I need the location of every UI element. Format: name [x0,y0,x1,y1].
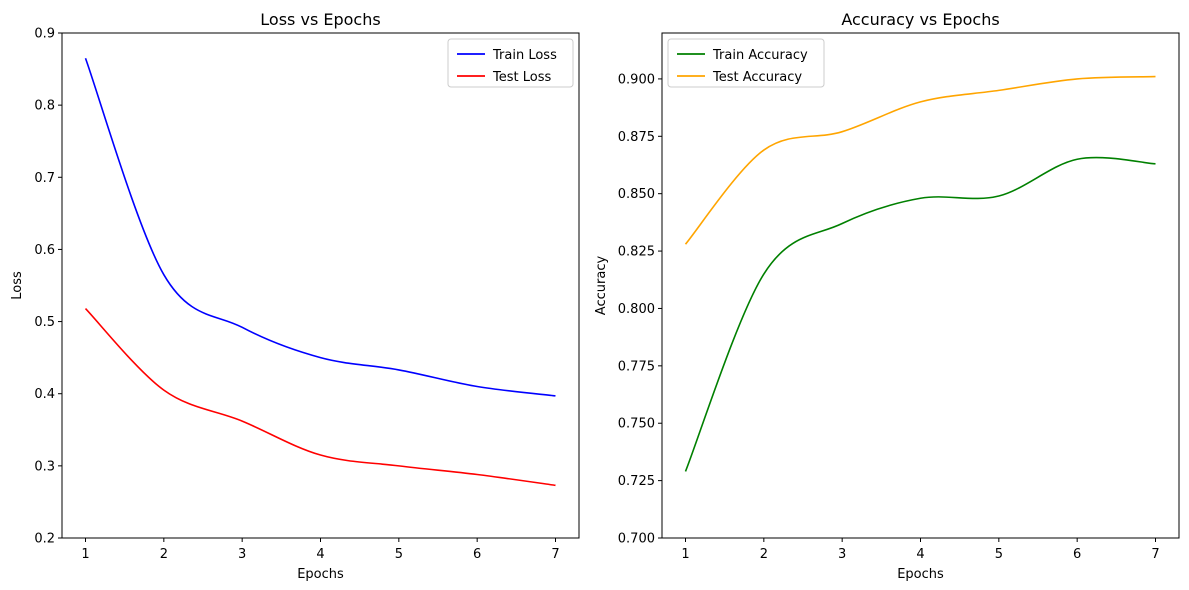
x-tick-label: 7 [551,547,559,562]
legend-label: Test Accuracy [712,70,802,85]
legend: Train Accuracy Test Accuracy [667,38,825,88]
y-tick-label: 0.775 [618,359,655,374]
chart-panel-2: Accuracy vs Epochs 1 2 3 4 5 6 7 0.700 0.725 0.750… [594,10,1180,582]
series-line-2 [684,75,1156,245]
x-tick-label: 1 [81,547,89,562]
x-tick-label: 5 [395,547,403,562]
y-tick-label: 0.700 [618,532,655,547]
legend-label: Train Loss [492,48,557,63]
x-tick-label: 4 [916,547,924,562]
plot-frame [61,32,580,539]
y-tick-label: 0.8 [34,99,55,114]
y-tick-label: 0.850 [618,187,655,202]
x-tick-label: 6 [1073,547,1081,562]
y-tick-label: 0.750 [618,417,655,432]
y-tick-label: 0.900 [618,72,655,87]
y-axis-label: Loss [10,271,25,300]
y-tick-label: 0.825 [618,245,655,260]
y-tick-label: 0.725 [618,474,655,489]
x-axis-label: Epochs [297,567,344,582]
legend-box [447,38,574,88]
y-tick-label: 0.6 [34,243,55,258]
x-tick-label: 2 [160,547,168,562]
legend-label: Train Accuracy [712,48,808,63]
x-tick-label: 2 [760,547,768,562]
x-axis-label: Epochs [897,567,944,582]
y-tick-label: 0.7 [34,171,55,186]
y-tick-label: 0.2 [34,532,55,547]
y-tick-label: 0.875 [618,130,655,145]
legend-label: Test Loss [492,70,551,85]
x-tick-label: 5 [995,547,1003,562]
y-tick-label: 0.5 [34,315,55,330]
legend: Train Loss Test Loss [447,38,574,88]
plot-frame [661,32,1180,539]
y-tick-label: 0.4 [34,387,55,402]
x-tick-label: 4 [316,547,324,562]
legend-box [667,38,825,88]
series-line-1 [684,156,1156,472]
chart-title: Accuracy vs Epochs [841,10,999,29]
chart-panel-1: Loss vs Epochs 1 2 3 4 5 6 7 0.2 0.3 0.4 0.5 0.6 0.7 0… [10,10,580,582]
y-axis-label: Accuracy [594,256,609,316]
x-tick-label: 3 [838,547,846,562]
x-tick-label: 3 [238,547,246,562]
y-tick-label: 0.800 [618,302,655,317]
chart-title: Loss vs Epochs [260,10,380,29]
series-line-2 [84,308,556,487]
x-tick-label: 7 [1151,547,1159,562]
series-line-1 [84,57,556,397]
y-tick-label: 0.9 [34,27,55,42]
x-tick-label: 6 [473,547,481,562]
y-tick-label: 0.3 [34,459,55,474]
x-tick-label: 1 [681,547,689,562]
